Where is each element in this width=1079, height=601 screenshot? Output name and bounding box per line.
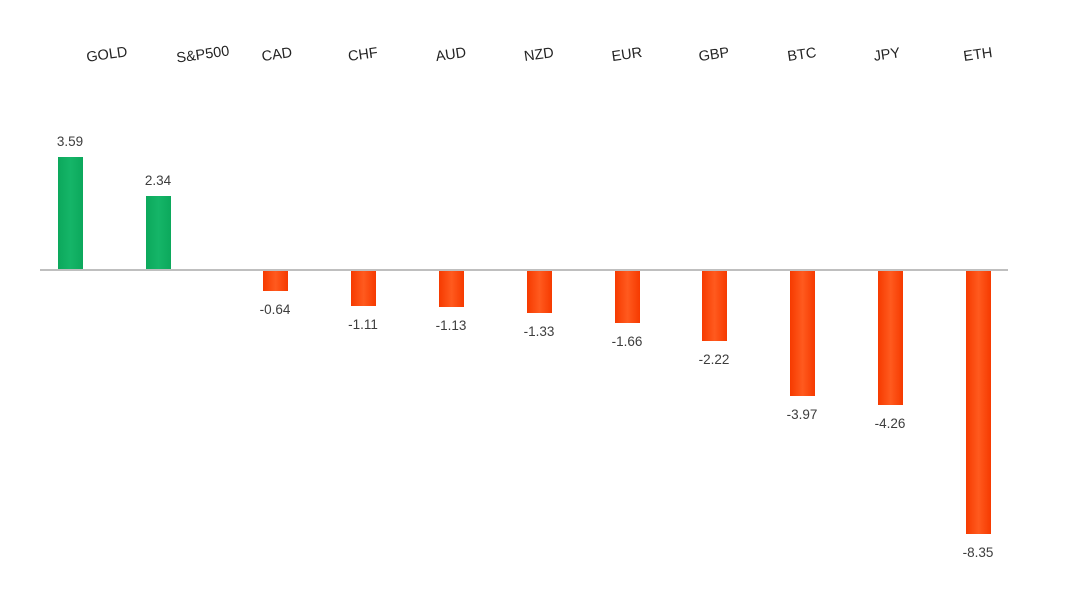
value-label-ETH: -8.35 <box>962 545 994 560</box>
bar-BTC <box>790 271 815 396</box>
value-label-S&P500: 2.34 <box>144 173 172 188</box>
bar-AUD <box>439 271 464 307</box>
category-label-EUR: EUR <box>610 44 644 66</box>
category-label-CAD: CAD <box>260 44 294 66</box>
value-label-CHF: -1.11 <box>348 317 378 332</box>
bar-GBP <box>702 271 727 341</box>
category-label-GBP: GBP <box>697 44 731 66</box>
bar-S&P500 <box>146 196 171 270</box>
bar-CHF <box>351 271 376 306</box>
category-label-GOLD: GOLD <box>85 44 129 66</box>
category-label-BTC: BTC <box>786 45 818 65</box>
value-label-NZD: -1.33 <box>523 324 555 339</box>
bar-ETH <box>966 271 991 534</box>
value-label-JPY: -4.26 <box>874 416 906 431</box>
bar-GOLD <box>58 157 83 270</box>
value-label-GBP: -2.22 <box>698 352 730 367</box>
value-label-CAD: -0.64 <box>259 302 291 317</box>
category-label-ETH: ETH <box>962 45 994 65</box>
value-label-EUR: -1.66 <box>611 334 643 349</box>
value-label-BTC: -3.97 <box>786 407 818 422</box>
bar-CAD <box>263 271 288 291</box>
category-label-S&P500: S&P500 <box>175 43 231 67</box>
category-label-AUD: AUD <box>434 44 468 66</box>
category-label-JPY: JPY <box>872 45 902 65</box>
bar-EUR <box>615 271 640 323</box>
value-label-AUD: -1.13 <box>435 318 467 333</box>
value-label-GOLD: 3.59 <box>56 134 84 149</box>
category-label-NZD: NZD <box>523 45 555 66</box>
category-label-CHF: CHF <box>347 45 379 66</box>
bar-JPY <box>878 271 903 405</box>
bar-NZD <box>527 271 552 313</box>
x-axis-baseline <box>40 269 1008 271</box>
